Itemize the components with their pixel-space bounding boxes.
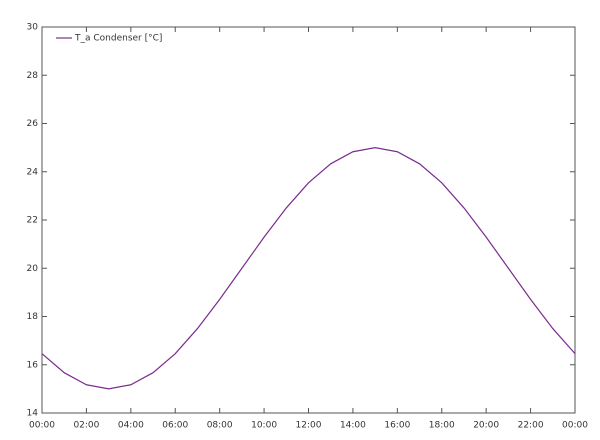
data-line [41, 147, 576, 390]
y-tick-label: 24 [27, 167, 39, 177]
y-tick-label: 30 [27, 23, 39, 33]
y-tick-label: 20 [27, 264, 39, 274]
y-tick-label: 22 [27, 216, 38, 226]
x-tick-label: 12:00 [296, 421, 322, 431]
legend-label: T_a Condenser [°C] [74, 34, 162, 44]
x-tick-label: 00:00 [29, 421, 55, 431]
y-tick-label: 16 [27, 360, 39, 370]
x-tick-label: 04:00 [118, 421, 144, 431]
x-tick-label: 22:00 [518, 421, 544, 431]
x-tick-label: 16:00 [384, 421, 410, 431]
x-tick-label: 06:00 [162, 421, 188, 431]
x-tick-label: 00:00 [562, 421, 588, 431]
x-tick-label: 18:00 [429, 421, 455, 431]
plot-frame [41, 26, 576, 414]
x-tick-label: 10:00 [251, 421, 277, 431]
x-tick-label: 20:00 [473, 421, 499, 431]
y-tick-label: 18 [27, 312, 39, 322]
x-tick-label: 08:00 [207, 421, 233, 431]
x-tick-label: 14:00 [340, 421, 366, 431]
y-tick-label: 14 [27, 409, 39, 419]
y-tick-label: 28 [27, 71, 39, 81]
y-tick-label: 26 [27, 119, 39, 129]
x-tick-label: 02:00 [73, 421, 99, 431]
